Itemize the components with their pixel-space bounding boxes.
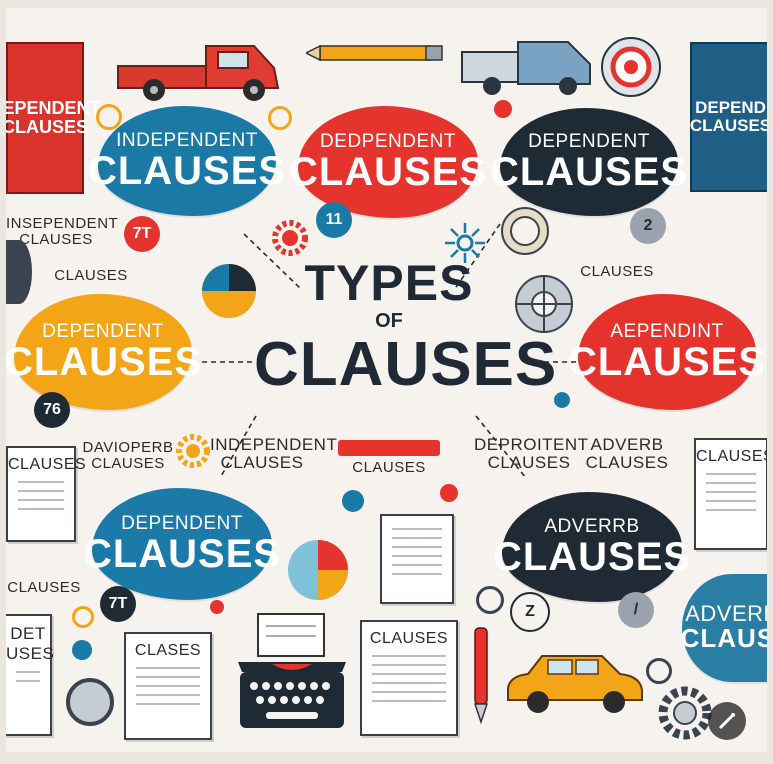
pie-chart-icon: [202, 264, 256, 318]
decor-dot: [6, 240, 32, 304]
decor-dot: [494, 100, 512, 118]
book-left: DEPENDENT CLAUSES: [6, 42, 101, 194]
badge-2: 2: [630, 208, 666, 244]
badge-7t: 7T: [124, 216, 160, 252]
cluster-independent-clauses: INDEPENDENT CLAUSES: [88, 106, 285, 216]
document-center: [380, 514, 454, 604]
sun-icon: [445, 223, 485, 263]
decor-dot: [268, 106, 292, 130]
target-icon: [601, 37, 661, 97]
label-deproitent: DEPROITENT CLAUSES: [474, 435, 589, 472]
book-right: DEPEND CLAUSES: [690, 42, 767, 192]
badge-slash: /: [618, 592, 654, 628]
decor-dot: [72, 640, 92, 660]
document-clauses-center: CLAUSES: [360, 620, 458, 736]
badge-7t-lower: 7T: [100, 586, 136, 622]
magic-wand-icon[interactable]: [708, 702, 746, 740]
cluster-dependent-clauses-orange: DEPENDENT CLAUSES: [6, 294, 201, 410]
red-banner: [338, 440, 440, 456]
connector-lines: [202, 223, 578, 479]
compass-icon: [501, 207, 549, 255]
label-clauses-center: CLAUSES: [352, 459, 426, 476]
cluster-dedpendent-clauses: DEDPENDENT CLAUSES: [289, 106, 486, 218]
decor-dot: [440, 484, 458, 502]
decor-dot: [72, 606, 94, 628]
document-right: CLAUSES: [694, 438, 767, 550]
cluster-dependent-clauses-dark: DEPENDENT CLAUSES: [490, 108, 687, 216]
gear-icon: [658, 686, 712, 740]
cluster-dependent-clauses-blue: DEPENDENT CLAUSES: [83, 488, 280, 600]
infographic: DEPENDENT CLAUSES DEPEND CLAUSES INDEPEN…: [6, 8, 767, 752]
gear-icon: [272, 220, 308, 256]
pencil-icon: [306, 44, 443, 62]
orange-car-icon: [507, 655, 643, 713]
gear-icon: [176, 434, 210, 468]
badge-76: 76: [34, 392, 70, 428]
label-independent-mid: INDEPENDENT CLAUSES: [210, 435, 338, 472]
label-clauses-right: CLAUSES: [580, 263, 654, 280]
badge-11: 11: [316, 202, 352, 238]
cluster-aependint-clauses: AEPENDINT CLAUSES: [568, 294, 765, 410]
blue-truck-icon: [461, 41, 591, 95]
decor-dot: [646, 658, 672, 684]
red-truck-icon: [117, 45, 280, 101]
pie-chart-large-icon: [288, 540, 348, 600]
label-clauses-left: CLAUSES: [54, 267, 128, 284]
wheel-icon: [515, 275, 573, 333]
label-clauses-lower-left: CLAUSES: [7, 579, 81, 596]
cluster-adverrb-clauses: ADVERRB CLAUSES: [493, 492, 690, 602]
document-edge-left: DET USES: [6, 614, 54, 736]
label-insependent: INSEPENDENT CLAUSES: [6, 215, 119, 248]
decor-dot: [210, 600, 224, 614]
label-adverb-right: ADVERB CLAUSES: [585, 435, 669, 472]
typewriter-icon: [238, 613, 346, 728]
page-title: TYPES OF CLAUSES: [254, 255, 558, 399]
label-daviopreb: DAVIOPERB CLAUSES: [82, 439, 174, 472]
decor-dot: [342, 490, 364, 512]
decor-dot: [554, 392, 570, 408]
badge-z: Z: [510, 592, 550, 632]
decor-dot: [96, 104, 122, 130]
document-clases: CLASES: [124, 632, 212, 740]
cluster-adverb-edge: ADVERE CLAUSI: [681, 574, 767, 682]
pen-icon: [473, 627, 489, 725]
decor-dot: [476, 586, 504, 614]
document-left: CLAUSES: [6, 446, 86, 542]
decor-dot: [66, 678, 114, 726]
